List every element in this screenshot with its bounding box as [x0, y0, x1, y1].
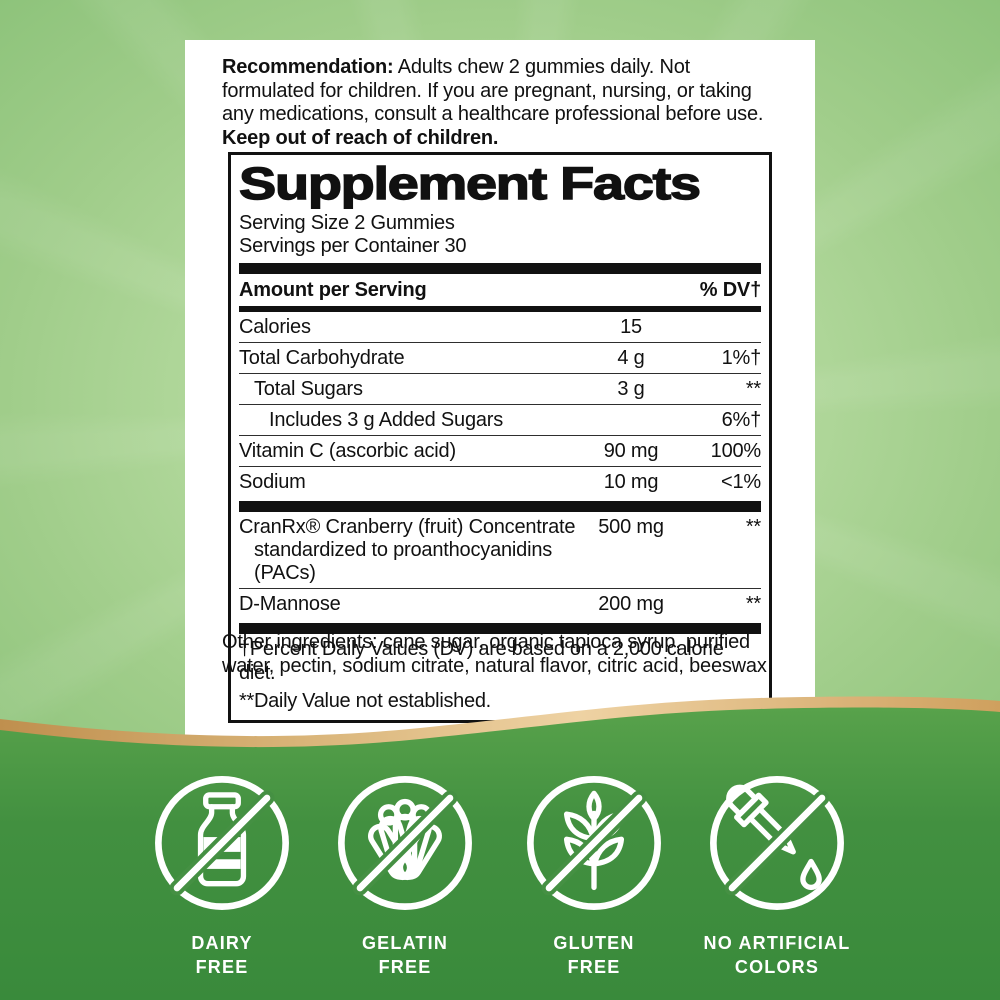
badge-dairy-free: DAIRY FREE [130, 769, 314, 980]
table-row-d-mannose: D-Mannose 200 mg ** [239, 592, 761, 615]
badge-label: DAIRY FREE [191, 933, 253, 978]
recommendation-body: Adults chew 2 gummies daily. Not formula… [222, 56, 764, 126]
table-row-total-carbohydrate: Total Carbohydrate 4 g 1%† [239, 343, 761, 374]
no-artificial-colors-icon [710, 776, 844, 910]
serving-size: Serving Size 2 Gummies [239, 212, 455, 234]
recommendation-text: Recommendation: Adults chew 2 gummies da… [222, 56, 784, 150]
wave-divider [0, 696, 1000, 1000]
no-gelatin-icon [338, 776, 472, 910]
badge-gluten-free: GLUTEN FREE [502, 769, 686, 980]
no-dairy-icon [155, 776, 289, 910]
recommendation-warning: Keep out of reach of children. [222, 126, 499, 149]
supplement-facts-title: Supplement Facts [238, 157, 702, 209]
footnote-not-established: **Daily Value not established. [239, 689, 491, 712]
badge-no-artificial-colors: NO ARTIFICIAL COLORS [685, 769, 869, 980]
badge-label: GLUTEN FREE [553, 933, 635, 978]
badge-label: NO ARTIFICIAL COLORS [703, 933, 851, 978]
label-card: Recommendation: Adults chew 2 gummies da… [185, 40, 815, 745]
supplement-facts-panel: Supplement Facts Serving Size 2 Gummies … [228, 152, 772, 723]
table-row-vitamin-c: Vitamin C (ascorbic acid) 90 mg 100% [239, 436, 761, 467]
recommendation-lead: Recommendation: [222, 56, 394, 78]
badge-label: GELATIN FREE [361, 933, 449, 978]
other-ingredients-text: Other ingredients: cane sugar, organic t… [222, 631, 767, 677]
bottom-green-area [0, 707, 1000, 1000]
percent-dv-header: % DV† [699, 278, 761, 301]
table-row-sodium: Sodium 10 mg <1% [239, 470, 761, 493]
table-row-total-sugars: Total Sugars 3 g ** [239, 374, 761, 405]
divider-medium [239, 305, 761, 312]
facts-header-row: Amount per Serving % DV† [239, 274, 761, 306]
divider-thick [239, 500, 761, 512]
table-row-cranberry-concentrate: CranRx® Cranberry (fruit) Concentrate st… [239, 512, 761, 589]
no-gluten-icon [527, 776, 661, 910]
divider-thick [239, 622, 761, 634]
footnote-daily-values: †Percent Daily Values (DV) are based on … [239, 637, 724, 685]
divider-thick [239, 262, 761, 274]
amount-per-serving-header: Amount per Serving [239, 278, 427, 301]
table-row-added-sugars: Includes 3 g Added Sugars 6%† [239, 405, 761, 436]
servings-per-container: Servings per Container 30 [239, 235, 467, 258]
badge-gelatin-free: GELATIN FREE [313, 769, 497, 980]
table-row-calories: Calories 15 [239, 312, 761, 343]
